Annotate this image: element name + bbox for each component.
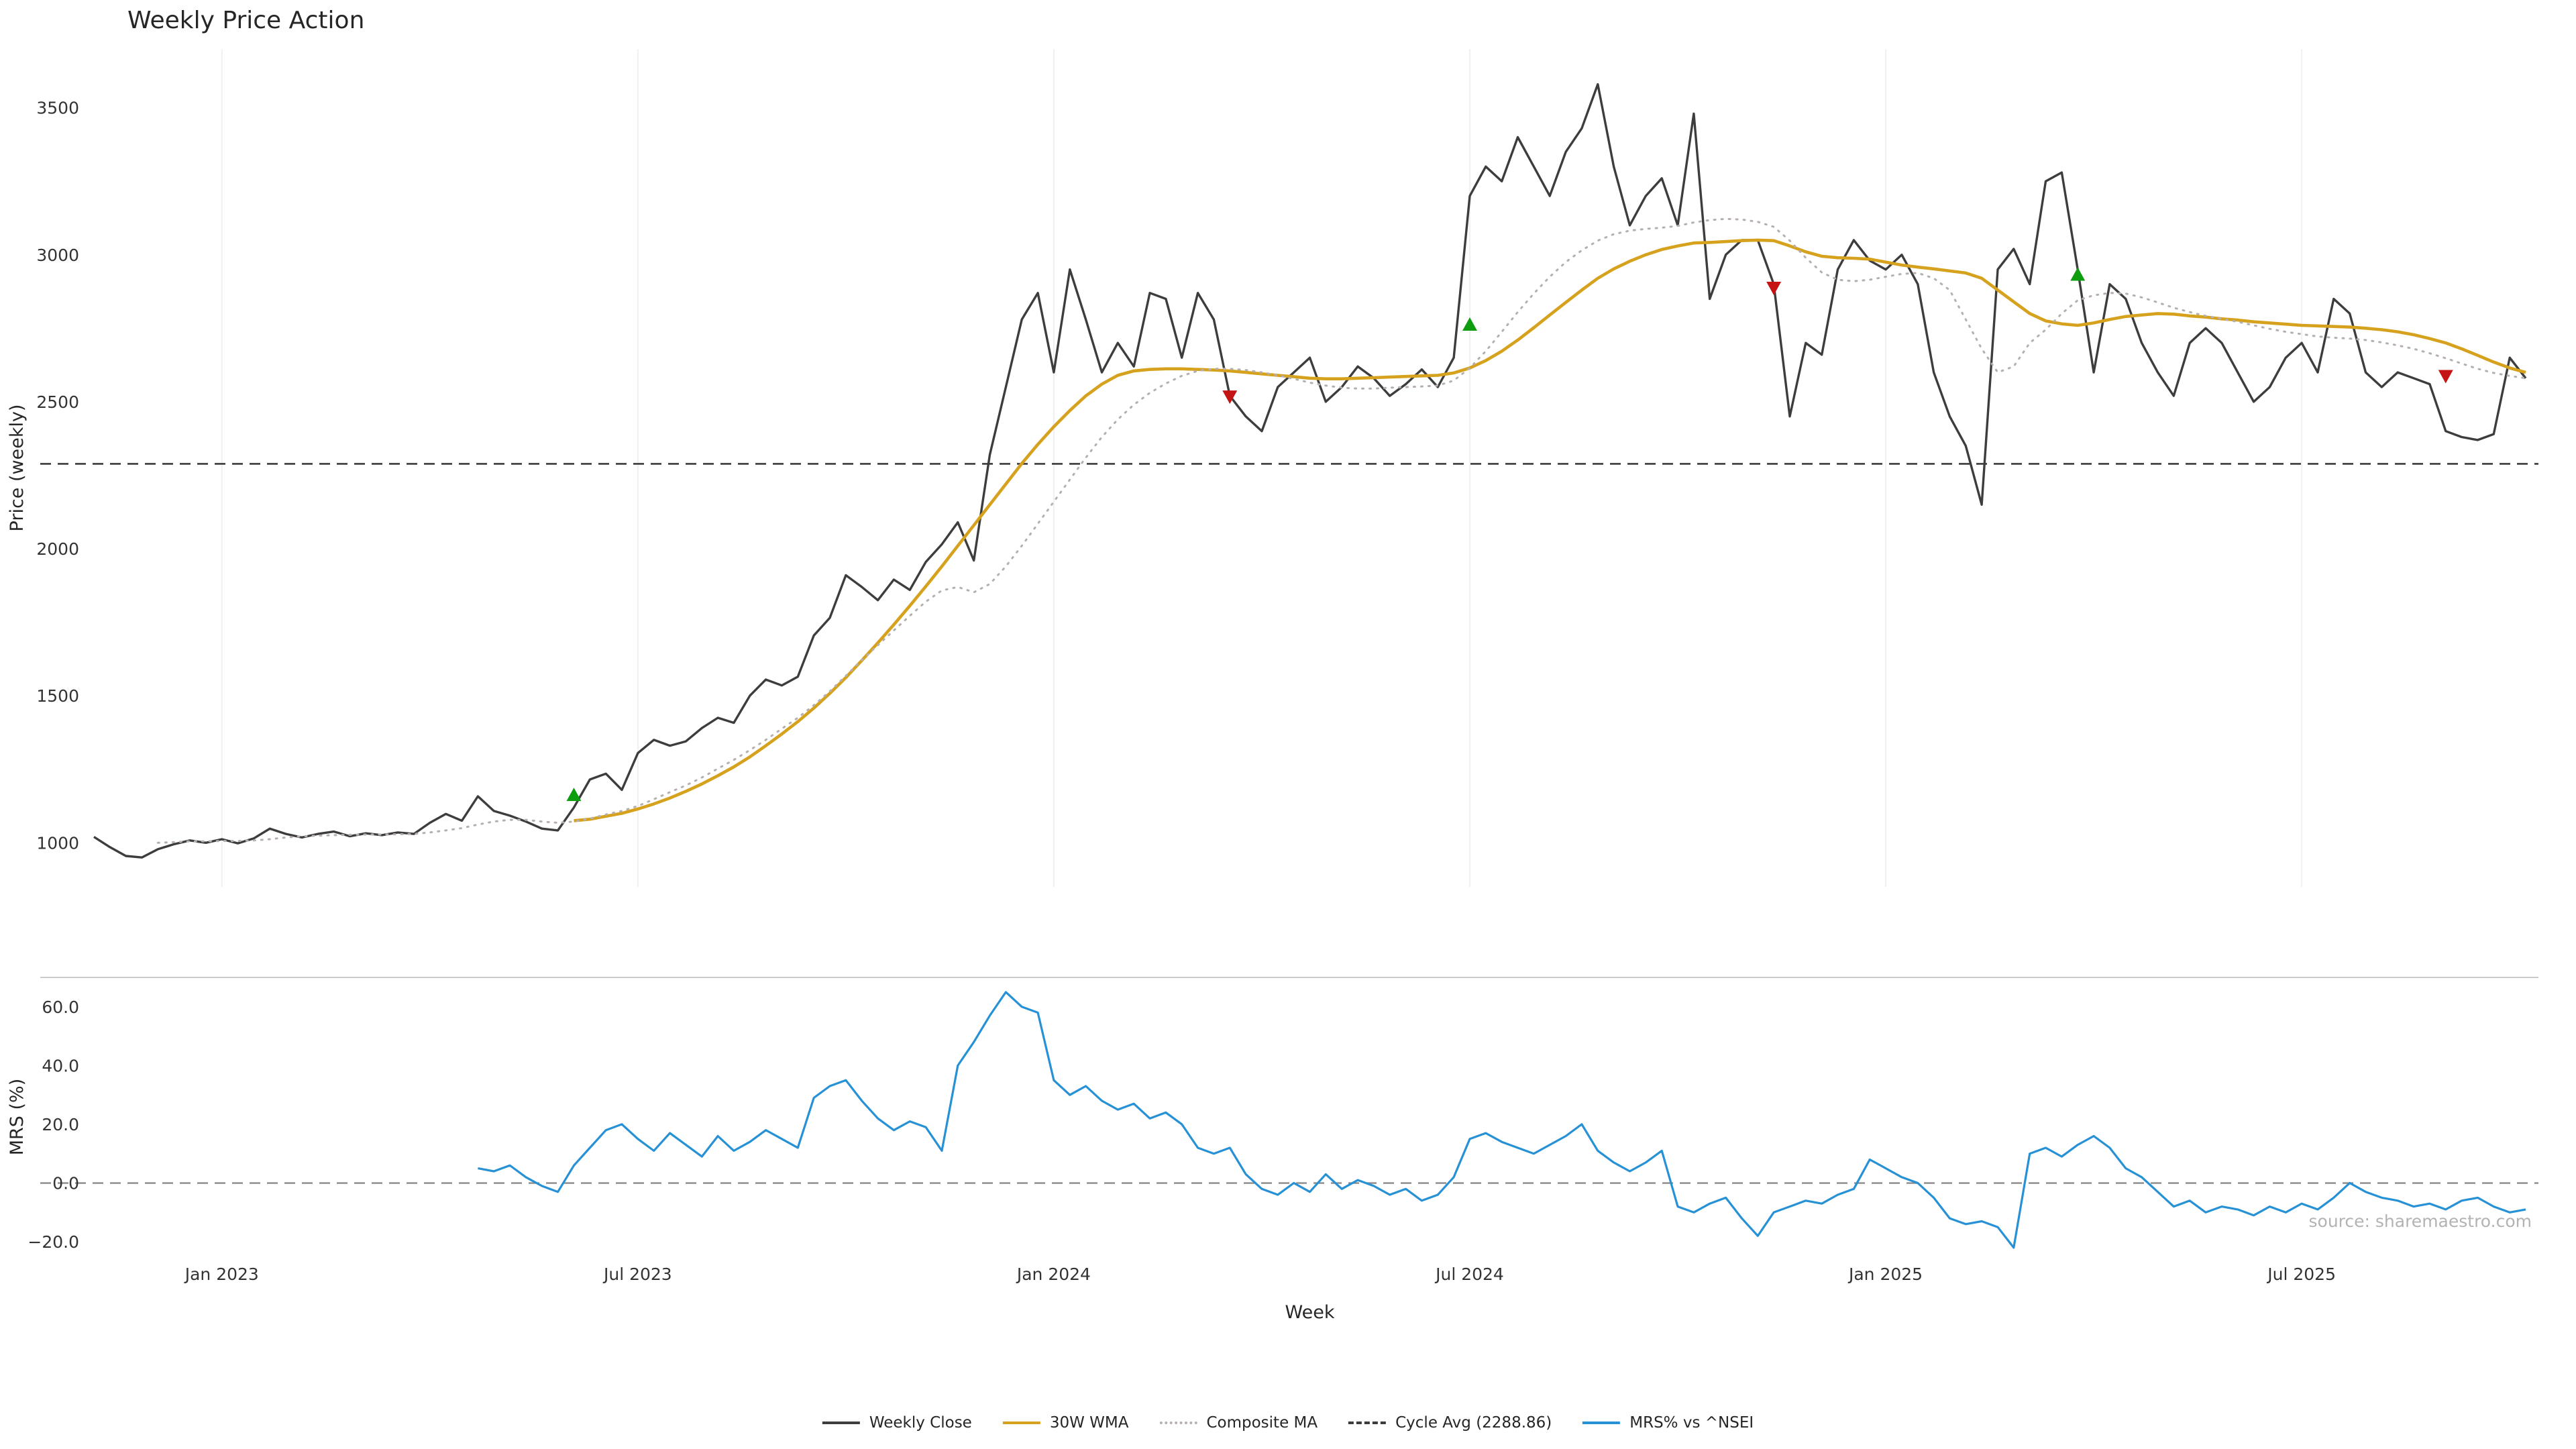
x-tick-label: Jul 2025	[2266, 1265, 2336, 1284]
mrs-y-tick-label: 0.0	[52, 1174, 79, 1193]
legend-label-composite-ma: Composite MA	[1206, 1414, 1318, 1432]
price-y-tick-label: 2500	[36, 392, 79, 412]
legend-label-cycle-avg-2288-86: Cycle Avg (2288.86)	[1395, 1414, 1552, 1432]
legend-item-cycle-avg-2288-86: Cycle Avg (2288.86)	[1348, 1414, 1552, 1432]
sell-signal-marker	[1222, 390, 1238, 405]
series-composite-ma	[156, 217, 2527, 844]
mrs-y-tick-label: −20.0	[28, 1232, 79, 1252]
legend-item-weekly-close: Weekly Close	[822, 1414, 972, 1432]
series-30w-wma	[574, 238, 2526, 822]
series-mrs-vs-nsei	[478, 991, 2526, 1249]
x-tick-label: Jan 2025	[1847, 1265, 1923, 1284]
legend-item-composite-ma: Composite MA	[1159, 1414, 1318, 1432]
buy-signal-marker	[1462, 317, 1477, 331]
price-y-tick-label: 3500	[36, 99, 79, 118]
chart-legend: Weekly Close 30W WMA Composite MA Cycle Avg…	[822, 1414, 1754, 1432]
legend-swatch-cycle-avg-2288-86	[1348, 1421, 1387, 1424]
buy-signal-marker	[566, 788, 582, 802]
mrs-y-tick-label: 20.0	[42, 1115, 79, 1134]
chart-title: Weekly Price Action	[127, 7, 365, 34]
legend-label-30w-wma: 30W WMA	[1049, 1414, 1129, 1432]
legend-swatch-30w-wma	[1002, 1421, 1040, 1424]
mrs-y-tick-label: 60.0	[42, 998, 79, 1017]
x-axis-label: Week	[1285, 1302, 1335, 1323]
series-weekly-close	[93, 83, 2527, 859]
price-y-tick-label: 1500	[36, 686, 79, 706]
price-y-tick-label: 2000	[36, 539, 79, 559]
mrs-axis-label: MRS (%)	[7, 1079, 28, 1156]
price-axis-label: Price (weekly)	[7, 405, 28, 532]
x-tick-label: Jan 2024	[1016, 1265, 1091, 1284]
x-tick-label: Jan 2023	[184, 1265, 259, 1284]
price-y-tick-label: 1000	[36, 833, 79, 853]
sell-signal-marker	[1766, 281, 1782, 295]
legend-swatch-composite-ma	[1159, 1421, 1197, 1424]
legend-label-weekly-close: Weekly Close	[869, 1414, 972, 1432]
legend-label-mrs-vs-nsei: MRS% vs ^NSEI	[1629, 1414, 1754, 1432]
legend-item-mrs-vs-nsei: MRS% vs ^NSEI	[1582, 1414, 1754, 1432]
x-tick-label: Jul 2023	[602, 1265, 672, 1284]
sell-signal-marker	[2438, 370, 2453, 384]
watermark: source: sharemaestro.com	[2308, 1212, 2532, 1231]
price-y-tick-label: 3000	[36, 246, 79, 265]
legend-swatch-mrs-vs-nsei	[1582, 1421, 1621, 1424]
mrs-y-tick-label: 40.0	[42, 1056, 79, 1075]
legend-item-30w-wma: 30W WMA	[1002, 1414, 1129, 1432]
buy-signal-marker	[2070, 267, 2086, 281]
x-tick-label: Jul 2024	[1434, 1265, 1504, 1284]
legend-swatch-weekly-close	[822, 1421, 860, 1424]
